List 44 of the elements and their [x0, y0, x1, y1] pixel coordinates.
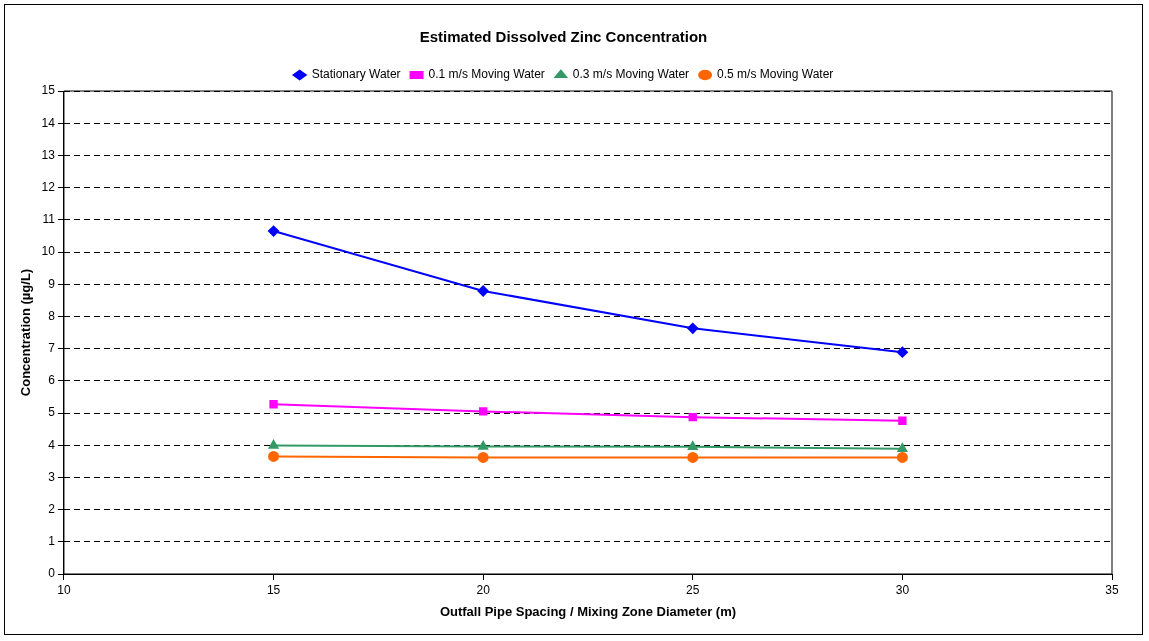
point: [688, 413, 697, 422]
x-tick-label: 20: [476, 582, 491, 597]
point: [897, 443, 908, 452]
x-tick-label: 35: [1105, 582, 1119, 597]
y-tick-label: 5: [48, 405, 56, 420]
point: [898, 416, 907, 425]
point: [478, 440, 489, 450]
x-tick-label: 30: [895, 582, 910, 597]
point: [268, 450, 280, 462]
point: [268, 225, 280, 237]
point: [896, 346, 908, 358]
legend-label: 0.1 m/s Moving Water: [428, 67, 545, 82]
chart-title: Estimated Dissolved Zinc Concentration: [419, 28, 708, 46]
point: [478, 407, 488, 416]
y-tick-label: 9: [48, 276, 56, 291]
y-tick-label: 13: [41, 147, 56, 162]
legend-label: 0.5 m/s Moving Water: [717, 67, 834, 82]
y-tick-label: 12: [41, 179, 56, 194]
x-tick-label: 15: [266, 582, 281, 597]
point: [687, 441, 698, 451]
x-axis-title: Outfall Pipe Spacing / Mixing Zone Diameter (m): [439, 603, 737, 619]
y-axis-title: Concentration (µg/L): [18, 268, 34, 397]
y-tick-label: 0: [48, 566, 56, 581]
y-tick-label: 11: [42, 212, 56, 227]
y-tick-label: 1: [48, 534, 56, 549]
y-tick-label: 7: [48, 340, 56, 355]
legend-label: Stationary Water: [311, 67, 401, 82]
point: [896, 451, 908, 463]
point: [477, 451, 489, 463]
y-tick-label: 15: [41, 83, 56, 98]
x-tick-label: 25: [686, 582, 700, 597]
point: [477, 285, 489, 297]
point: [687, 322, 699, 334]
point: [268, 440, 279, 449]
y-tick-label: 14: [41, 115, 56, 130]
y-tick-label: 10: [41, 244, 56, 259]
y-tick-label: 6: [48, 373, 56, 388]
point: [687, 451, 699, 463]
y-tick-label: 3: [48, 469, 56, 484]
y-tick-label: 8: [48, 308, 56, 323]
y-tick-label: 4: [48, 437, 56, 452]
legend-label: 0.3 m/s Moving Water: [572, 67, 690, 82]
y-tick-label: 2: [48, 501, 56, 516]
point: [269, 400, 278, 409]
